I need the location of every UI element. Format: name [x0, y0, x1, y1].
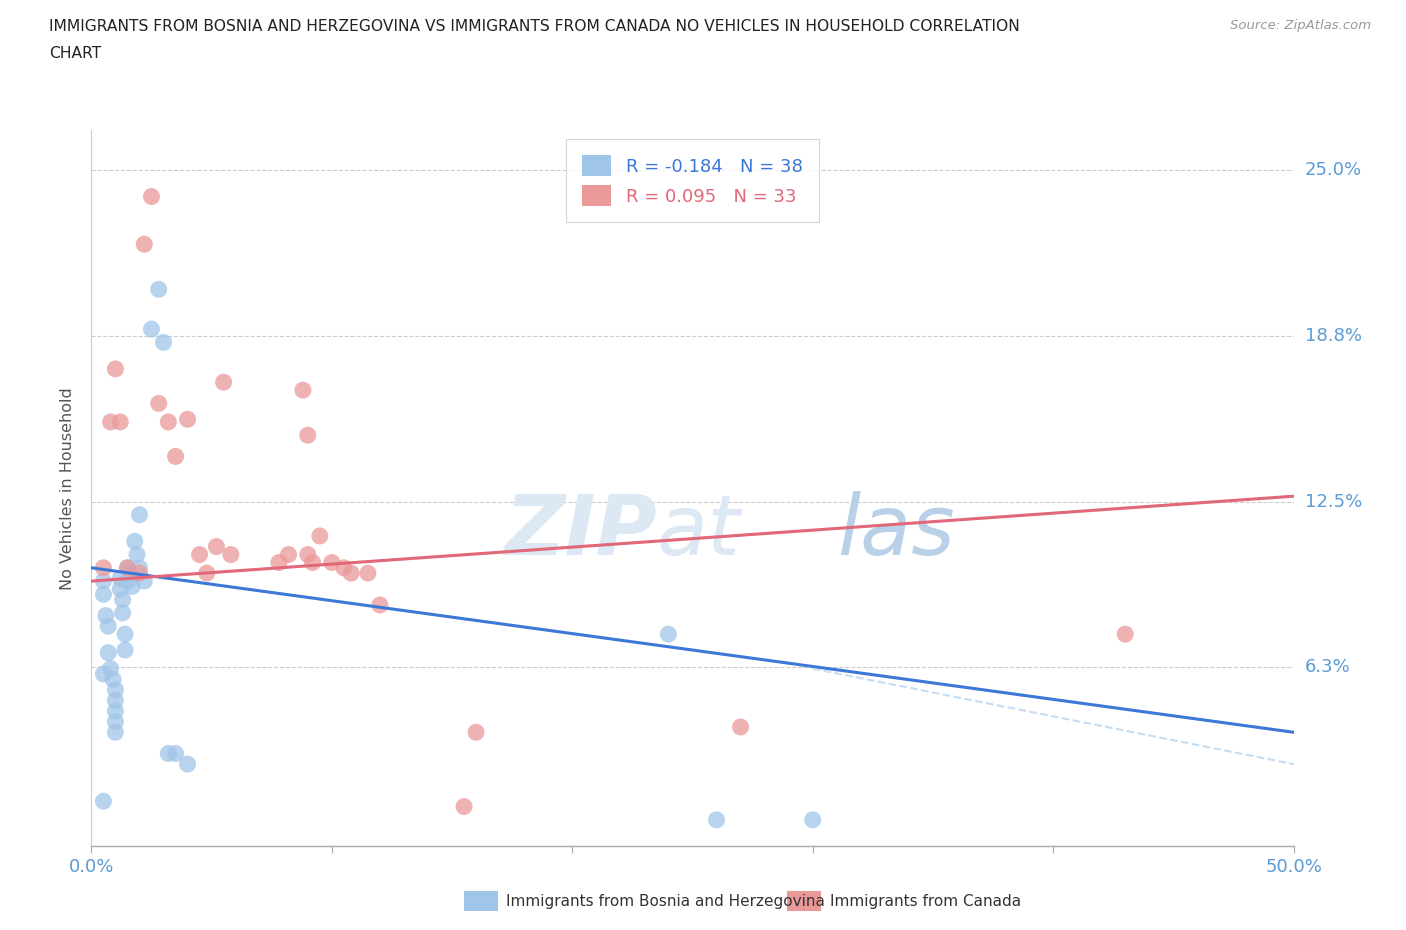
Point — [176, 757, 198, 772]
Y-axis label: No Vehicles in Household: No Vehicles in Household — [60, 387, 76, 590]
Point — [117, 574, 139, 589]
Text: 18.8%: 18.8% — [1305, 326, 1361, 345]
Point — [121, 579, 143, 594]
Text: 12.5%: 12.5% — [1305, 493, 1362, 511]
Point — [301, 555, 323, 570]
Point — [117, 561, 139, 576]
Point — [188, 547, 211, 562]
Point — [114, 627, 136, 642]
Point — [1114, 627, 1136, 642]
Point — [93, 574, 115, 589]
Point — [148, 396, 170, 411]
Point — [205, 539, 228, 554]
Point — [152, 335, 174, 350]
Point — [801, 812, 824, 827]
Point — [104, 362, 127, 377]
Text: Source: ZipAtlas.com: Source: ZipAtlas.com — [1230, 19, 1371, 32]
Point — [657, 627, 679, 642]
Point — [195, 565, 218, 580]
Point — [706, 812, 728, 827]
Text: 25.0%: 25.0% — [1305, 161, 1362, 179]
Point — [291, 382, 314, 397]
Point — [118, 565, 141, 580]
Point — [267, 555, 290, 570]
Point — [730, 720, 752, 735]
Point — [104, 693, 127, 708]
Point — [368, 597, 391, 612]
Point — [165, 449, 187, 464]
Point — [100, 415, 122, 430]
Point — [104, 704, 127, 719]
Point — [93, 794, 115, 809]
Point — [212, 375, 235, 390]
Point — [104, 683, 127, 698]
Point — [465, 724, 488, 739]
Point — [333, 561, 356, 576]
Point — [97, 618, 120, 633]
Point — [117, 561, 139, 576]
Point — [104, 724, 127, 739]
Point — [157, 746, 180, 761]
Point — [111, 592, 134, 607]
Point — [141, 189, 163, 204]
Point — [128, 561, 150, 576]
Point — [97, 645, 120, 660]
Point — [176, 412, 198, 427]
Point — [110, 415, 132, 430]
Point — [297, 547, 319, 562]
Point — [125, 547, 148, 562]
Point — [134, 237, 156, 252]
Text: Immigrants from Canada: Immigrants from Canada — [830, 894, 1021, 909]
Point — [111, 605, 134, 620]
Point — [101, 671, 124, 686]
Point — [453, 799, 475, 814]
Point — [157, 415, 180, 430]
Point — [93, 587, 115, 602]
Point — [340, 565, 363, 580]
Point — [134, 574, 156, 589]
Point — [128, 565, 150, 580]
Point — [277, 547, 299, 562]
Point — [94, 608, 117, 623]
Point — [165, 746, 187, 761]
Point — [93, 561, 115, 576]
Text: ZIP: ZIP — [503, 491, 657, 572]
Point — [357, 565, 380, 580]
Point — [110, 571, 132, 586]
Text: at: at — [657, 491, 741, 572]
Point — [128, 508, 150, 523]
Point — [114, 643, 136, 658]
Point — [148, 282, 170, 297]
Point — [104, 714, 127, 729]
Text: las: las — [837, 491, 955, 572]
Legend: R = -0.184   N = 38, R = 0.095   N = 33: R = -0.184 N = 38, R = 0.095 N = 33 — [567, 140, 818, 222]
Point — [219, 547, 242, 562]
Point — [110, 581, 132, 596]
Point — [100, 661, 122, 676]
Point — [93, 667, 115, 682]
Text: CHART: CHART — [49, 46, 101, 61]
Point — [321, 555, 343, 570]
Point — [308, 528, 330, 543]
Point — [141, 322, 163, 337]
Point — [297, 428, 319, 443]
Text: Immigrants from Bosnia and Herzegovina: Immigrants from Bosnia and Herzegovina — [506, 894, 825, 909]
Text: IMMIGRANTS FROM BOSNIA AND HERZEGOVINA VS IMMIGRANTS FROM CANADA NO VEHICLES IN : IMMIGRANTS FROM BOSNIA AND HERZEGOVINA V… — [49, 19, 1019, 33]
Point — [124, 534, 146, 549]
Text: 6.3%: 6.3% — [1305, 658, 1350, 676]
